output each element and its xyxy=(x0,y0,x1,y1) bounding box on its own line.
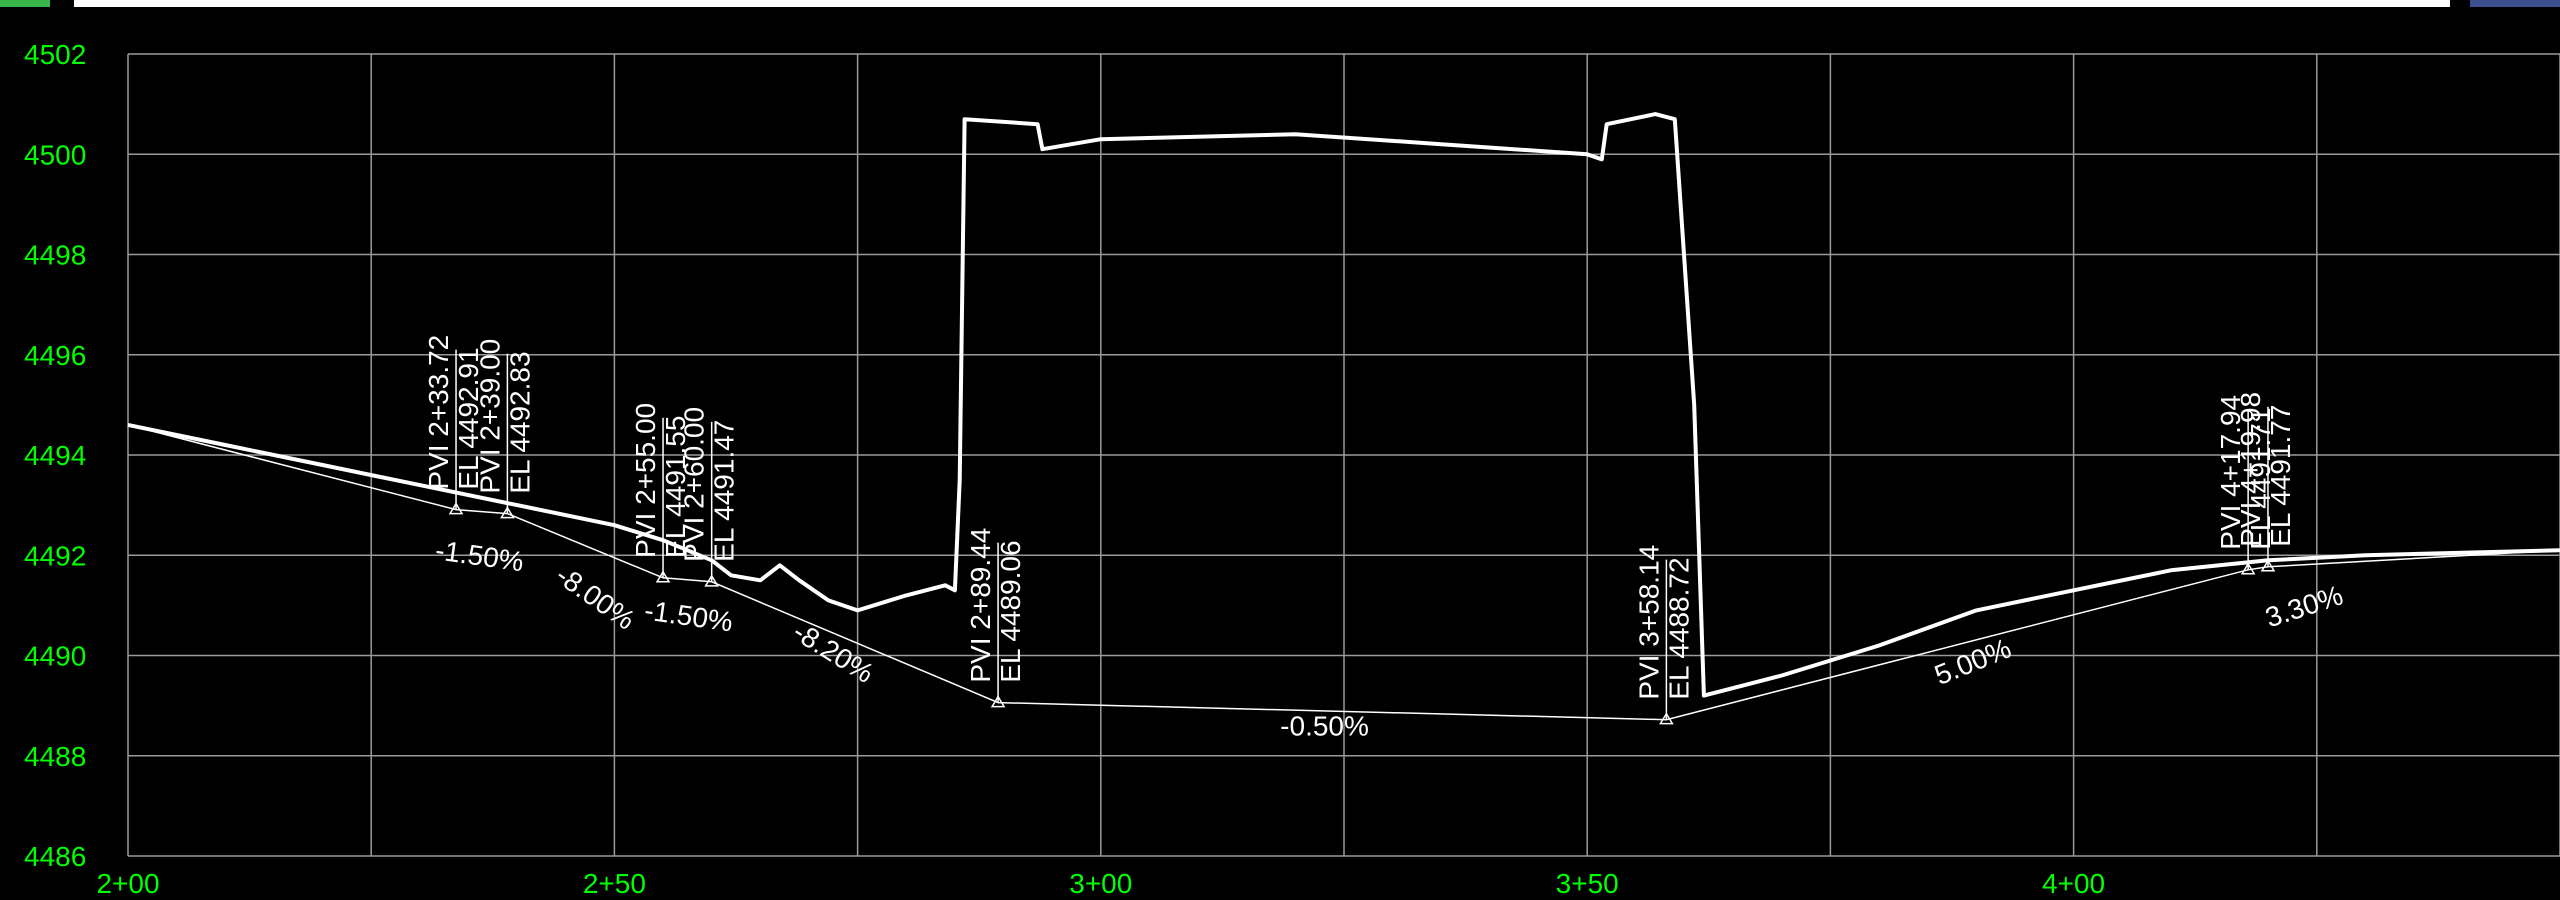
y-tick-label: 4486 xyxy=(24,841,86,872)
pvi-label: PVI 2+33.72 xyxy=(423,335,454,490)
pvi-label: EL 4491.71 xyxy=(2245,408,2276,550)
y-tick-label: 4494 xyxy=(24,440,86,471)
x-tick-label: 3+00 xyxy=(1069,868,1132,899)
pvi-label: EL 4492.83 xyxy=(504,351,535,493)
pvi-marker xyxy=(2260,559,2276,572)
pvi-label: PVI 2+39.00 xyxy=(474,339,505,494)
pvi-label: PVI 4+19.98 xyxy=(2235,392,2266,547)
pvi-marker xyxy=(655,570,671,583)
top-bar-blue-tab xyxy=(2470,0,2560,7)
existing-ground-series xyxy=(127,112,2560,698)
y-tick-label: 4500 xyxy=(24,139,86,170)
y-tick-label: 4496 xyxy=(24,340,86,371)
pvi-label: EL 4491.77 xyxy=(2265,405,2296,547)
existing-ground-line xyxy=(127,112,2560,698)
grade-label: -8.00% xyxy=(550,559,640,635)
pvi-label: EL 4488.72 xyxy=(1663,557,1694,699)
grid-lines xyxy=(127,53,2560,857)
grade-label: -1.50% xyxy=(643,594,735,637)
pvi-marker xyxy=(704,574,720,587)
y-tick-label: 4502 xyxy=(24,39,86,70)
pvi-label: EL 4491.55 xyxy=(660,416,691,558)
design-profile-line xyxy=(127,424,2560,721)
y-axis-tick-labels: 4486 4488 4490 4492 4494 4496 4498 4500 4502 xyxy=(24,39,86,872)
pvi-marker xyxy=(990,695,1006,708)
y-tick-label: 4498 xyxy=(24,240,86,271)
pvi-marker xyxy=(2240,562,2256,575)
pvi-label: EL 4491.47 xyxy=(709,420,740,562)
pvi-marker xyxy=(448,502,464,515)
grade-label: -8.20% xyxy=(788,616,880,689)
window-top-bar xyxy=(0,0,2560,8)
grade-label: 3.30% xyxy=(2262,579,2347,633)
pvi-marker xyxy=(500,506,515,519)
y-tick-label: 4490 xyxy=(24,641,86,672)
grade-label: -0.50% xyxy=(1280,711,1369,742)
x-tick-label: 2+50 xyxy=(583,868,646,899)
pvi-label: EL 4489.06 xyxy=(995,540,1026,682)
y-tick-label: 4488 xyxy=(24,741,86,772)
grade-label: -1.50% xyxy=(433,534,525,577)
y-tick-label: 4492 xyxy=(24,540,86,571)
design-profile-series xyxy=(127,424,2560,721)
x-axis-tick-labels: 2+00 2+50 3+00 3+50 4+00 xyxy=(96,868,2105,899)
top-bar-white-strip xyxy=(74,0,2450,7)
pvi-label: PVI 3+58.14 xyxy=(1633,545,1664,700)
x-tick-label: 2+00 xyxy=(96,868,159,899)
pvi-label: EL 4492.91 xyxy=(453,347,484,489)
x-tick-label: 4+00 xyxy=(2042,868,2105,899)
top-bar-green-tab xyxy=(0,0,50,7)
pvi-marker xyxy=(1659,712,1674,725)
pvi-label: PVI 2+89.44 xyxy=(965,528,996,683)
pvi-label: PVI 2+60.00 xyxy=(679,407,710,562)
pvi-label: PVI 2+55.00 xyxy=(630,403,661,558)
x-tick-label: 3+50 xyxy=(1556,868,1619,899)
pvi-label: PVI 4+17.94 xyxy=(2215,395,2246,550)
